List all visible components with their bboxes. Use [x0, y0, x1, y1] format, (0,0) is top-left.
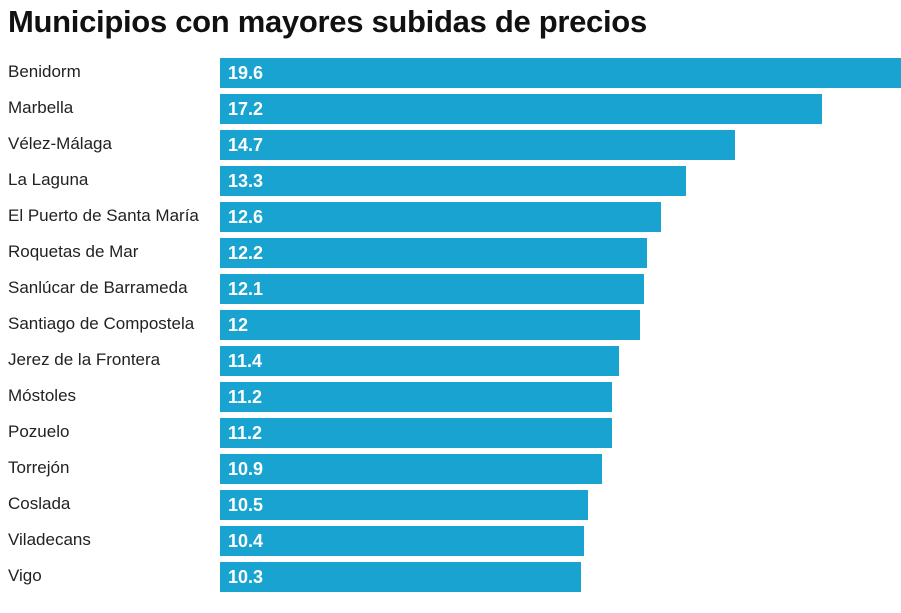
bar-row: Móstoles 11.2 [0, 382, 901, 412]
data-label: 11.2 [228, 387, 263, 407]
data-label: 10.9 [228, 459, 264, 479]
category-label: Pozuelo [8, 422, 70, 441]
category-label: Coslada [8, 494, 71, 513]
chart-title: Municipios con mayores subidas de precio… [8, 4, 647, 39]
bar-row: Vélez-Málaga 14.7 [0, 130, 901, 160]
data-label: 14.7 [228, 135, 264, 155]
bar: 11.2 [220, 418, 612, 448]
category-label: Viladecans [8, 530, 91, 549]
data-label: 12.6 [228, 207, 264, 227]
bar-row: Sanlúcar de Barrameda 12.1 [0, 274, 901, 304]
bar-row: Viladecans 10.4 [0, 526, 901, 556]
bar: 12.6 [220, 202, 661, 232]
category-label: Vigo [8, 566, 42, 585]
bar: 13.3 [220, 166, 686, 196]
bar: 19.6 [220, 58, 901, 88]
category-label: Benidorm [8, 62, 81, 81]
bar-row: La Laguna 13.3 [0, 166, 901, 196]
bar-row: Jerez de la Frontera 11.4 [0, 346, 901, 376]
data-label: 10.4 [228, 531, 264, 551]
bar: 10.5 [220, 490, 588, 520]
bar: 10.4 [220, 526, 584, 556]
bar: 14.7 [220, 130, 735, 160]
bar-chart: Benidorm 19.6 Marbella 17.2 Vélez-Málaga 14.7… [0, 58, 901, 598]
bar-row: Benidorm 19.6 [0, 58, 901, 88]
bar: 10.3 [220, 562, 581, 592]
category-label: Torrejón [8, 458, 70, 477]
data-label: 11.4 [228, 351, 263, 371]
category-label: Jerez de la Frontera [8, 350, 161, 369]
bar-row: Marbella 17.2 [0, 94, 901, 124]
bar: 10.9 [220, 454, 602, 484]
bar-row: Coslada 10.5 [0, 490, 901, 520]
category-label: Móstoles [8, 386, 77, 405]
data-label: 12.2 [228, 243, 264, 263]
bar-row: Roquetas de Mar 12.2 [0, 238, 901, 268]
data-label: 11.2 [228, 423, 263, 443]
bar-row: Vigo 10.3 [0, 562, 901, 592]
category-label: Roquetas de Mar [8, 242, 139, 261]
category-label: Marbella [8, 98, 74, 117]
bar-row: Pozuelo 11.2 [0, 418, 901, 448]
data-label: 10.5 [228, 495, 264, 515]
data-label: 12.1 [228, 279, 264, 299]
data-label: 12 [228, 315, 249, 335]
bar-row: Santiago de Compostela 12 [0, 310, 901, 340]
bar: 11.4 [220, 346, 619, 376]
data-label: 17.2 [228, 99, 264, 119]
data-label: 10.3 [228, 567, 264, 587]
bar: 12 [220, 310, 640, 340]
bar: 12.2 [220, 238, 647, 268]
category-label: La Laguna [8, 170, 89, 189]
category-label: Sanlúcar de Barrameda [8, 278, 188, 297]
data-label: 19.6 [228, 63, 264, 83]
data-label: 13.3 [228, 171, 264, 191]
bar-row: El Puerto de Santa María 12.6 [0, 202, 901, 232]
bar: 12.1 [220, 274, 644, 304]
bar: 17.2 [220, 94, 822, 124]
category-label: El Puerto de Santa María [8, 206, 199, 225]
bar: 11.2 [220, 382, 612, 412]
category-label: Santiago de Compostela [8, 314, 195, 333]
category-label: Vélez-Málaga [8, 134, 112, 153]
bar-row: Torrejón 10.9 [0, 454, 901, 484]
